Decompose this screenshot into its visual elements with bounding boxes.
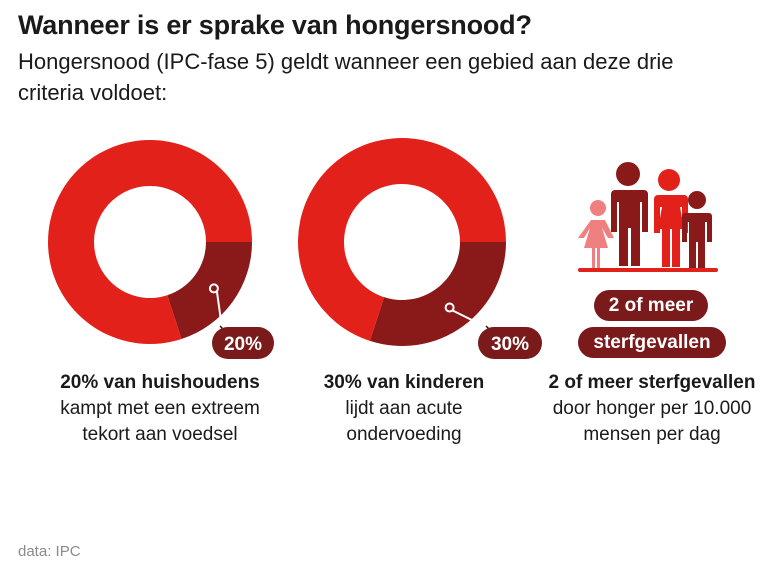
deaths-badge-line1: 2 of meer: [594, 290, 708, 321]
family-icon: [578, 162, 718, 272]
page-title: Wanneer is er sprake van hongersnood?: [18, 10, 532, 40]
data-label-pill: [478, 327, 542, 359]
caption-households: 20% van huishoudens kampt met een extree…: [50, 370, 270, 448]
leader-dot: [444, 302, 455, 313]
caption-children: 30% van kinderen lijdt aan acute ondervo…: [294, 370, 514, 448]
donut-slice-rest: [47, 140, 252, 344]
data-label: 20%: [224, 334, 262, 355]
data-label-pill: [212, 327, 274, 359]
deaths-badge-line2: sterfgevallen: [578, 327, 726, 358]
donut-slice-highlight: [369, 242, 506, 347]
caption-deaths-text: door honger per 10.000 mensen per dag: [552, 398, 752, 445]
father-figure: [611, 162, 648, 266]
ground-line: [578, 268, 718, 272]
mother-figure: [654, 169, 688, 267]
leader-line: [452, 309, 489, 329]
subtitle: Hongersnood (IPC-fase 5) geldt wanneer e…: [18, 49, 674, 105]
data-label: 30%: [491, 334, 529, 355]
boy-figure: [682, 191, 712, 268]
donut-slice-rest: [298, 138, 506, 341]
caption-deaths-bold: 2 of meer sterfgevallen: [548, 372, 756, 393]
source-note: data: IPC: [18, 543, 81, 560]
donut-chart-children: 30%: [298, 138, 542, 359]
caption-children-text: lijdt aan acute ondervoeding: [345, 398, 463, 445]
girl-figure: [578, 200, 614, 268]
leader-line: [215, 291, 223, 329]
caption-deaths: 2 of meer sterfgevallen door honger per …: [542, 370, 762, 448]
caption-children-bold: 30% van kinderen: [323, 372, 485, 393]
caption-households-text: kampt met een extreem tekort aan voedsel: [60, 398, 260, 445]
leader-dot: [208, 283, 219, 294]
caption-households-bold: 20% van huishoudens: [60, 372, 260, 393]
donut-chart-households: 20%: [47, 140, 274, 359]
